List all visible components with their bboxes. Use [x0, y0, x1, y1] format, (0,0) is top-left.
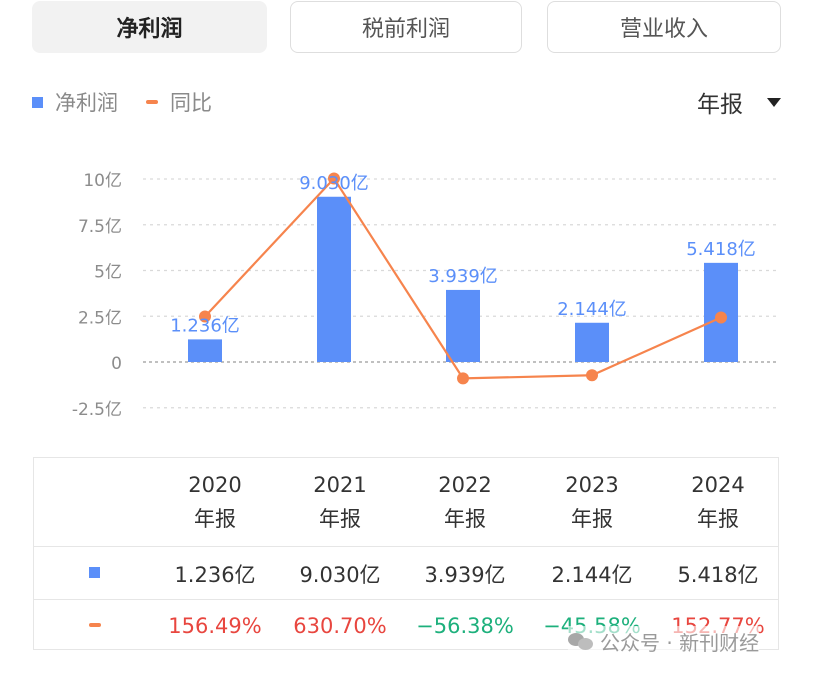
data-table: 2020 年报 2021 年报 2022 年报 2023 年报 2024 年报 1.236…: [33, 457, 779, 650]
line-legend-marker: [146, 100, 158, 104]
header-period: 年报: [444, 507, 486, 531]
table-header-cell: 2022 年报: [402, 458, 528, 546]
bar-value-label: 3.939亿: [428, 266, 498, 287]
yoy-point: [457, 372, 469, 385]
bar-value-label: 9.030亿: [299, 173, 369, 194]
watermark: 公众号 · 新刊财经: [568, 626, 760, 656]
header-year: 2020: [188, 473, 242, 497]
table-cell: 5.418亿: [677, 562, 759, 587]
table-cell: 9.030亿: [299, 562, 381, 587]
wechat-icon: [568, 631, 594, 651]
y-tick-label: 10亿: [83, 171, 122, 191]
y-tick-label: 5亿: [94, 263, 122, 283]
bar: [188, 339, 222, 362]
header-period: 年报: [194, 507, 236, 531]
bar-value-label: 5.418亿: [686, 239, 756, 260]
tab-revenue[interactable]: 营业收入: [547, 1, 781, 53]
bar: [446, 289, 480, 362]
net-profit-chart: 10亿 7.5亿 5亿 2.5亿 0 -2.5亿 1.236亿 9.030亿 3.939亿 2.1…: [72, 171, 777, 420]
table-header-row: 2020 年报 2021 年报 2022 年报 2023 年报 2024 年报: [34, 458, 778, 546]
yoy-point: [199, 310, 211, 323]
yoy-point: [328, 172, 340, 185]
y-tick-label: 7.5亿: [78, 217, 122, 237]
table-cell: 2.144亿: [551, 562, 633, 587]
table-cell: 156.49%: [168, 613, 262, 638]
y-tick-label: 0: [111, 354, 122, 374]
table-header-cell: 2021 年报: [277, 458, 403, 546]
yoy-point: [586, 369, 598, 382]
net-profit-row-marker: [89, 567, 100, 578]
bar: [317, 196, 351, 362]
period-select[interactable]: 年报: [697, 86, 781, 118]
caret-down-icon: [767, 97, 781, 107]
bar-legend-marker: [32, 96, 43, 108]
watermark-text: 公众号 · 新刊财经: [600, 630, 760, 655]
table-cell: −56.38%: [416, 613, 514, 638]
tab-net-profit[interactable]: 净利润: [32, 1, 267, 53]
header-period: 年报: [571, 507, 613, 531]
header-year: 2021: [313, 473, 367, 497]
bar-legend-label: 净利润: [55, 91, 118, 115]
table-row-net-profit: 1.236亿 9.030亿 3.939亿 2.144亿 5.418亿: [34, 546, 778, 600]
chart-legend: 净利润 同比: [32, 86, 212, 118]
yoy-row-marker: [89, 623, 101, 627]
yoy-point: [715, 311, 727, 324]
header-year: 2023: [565, 473, 619, 497]
y-tick-label: -2.5亿: [72, 400, 122, 420]
header-period: 年报: [319, 507, 361, 531]
bar: [575, 322, 609, 362]
table-cell: 630.70%: [293, 613, 387, 638]
y-tick-label: 2.5亿: [78, 308, 122, 328]
header-period: 年报: [697, 507, 739, 531]
tab-pretax-profit[interactable]: 税前利润: [290, 1, 522, 53]
table-header-cell: 2020 年报: [152, 458, 278, 546]
header-year: 2024: [691, 473, 745, 497]
bar-value-label: 2.144亿: [557, 299, 627, 320]
line-legend-label: 同比: [170, 91, 212, 115]
period-select-value: 年报: [697, 92, 743, 118]
header-year: 2022: [438, 473, 492, 497]
table-header-cell: 2023 年报: [529, 458, 655, 546]
table-cell: 3.939亿: [424, 562, 506, 587]
bar-value-label: 1.236亿: [170, 315, 240, 336]
table-header-cell: 2024 年报: [655, 458, 781, 546]
table-cell: 1.236亿: [174, 562, 256, 587]
